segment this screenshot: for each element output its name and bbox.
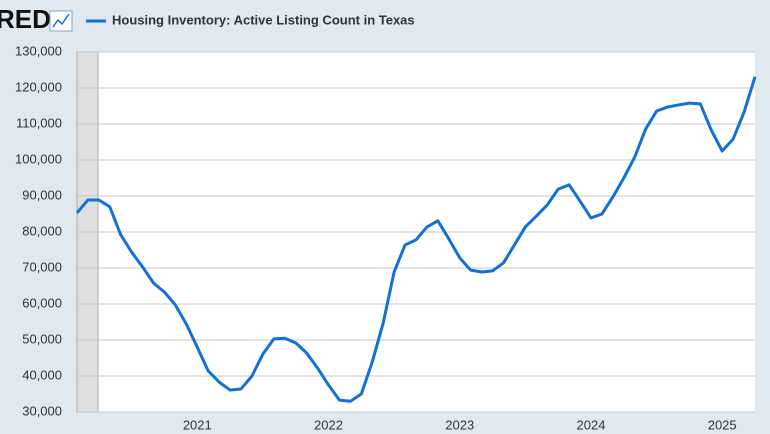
x-tick-label: 2023 xyxy=(445,417,474,432)
logo-icon[interactable] xyxy=(49,10,73,32)
y-tick-label: 100,000 xyxy=(15,151,62,166)
y-tick-label: 70,000 xyxy=(22,259,62,274)
y-tick-label: 80,000 xyxy=(22,223,62,238)
legend-label: Housing Inventory: Active Listing Count … xyxy=(112,12,415,27)
y-tick-label: 120,000 xyxy=(15,79,62,94)
logo: RED xyxy=(0,4,51,34)
y-tick-label: 50,000 xyxy=(22,331,62,346)
y-tick-label: 130,000 xyxy=(15,43,62,58)
y-tick-label: 40,000 xyxy=(22,367,62,382)
x-tick-label: 2024 xyxy=(577,417,606,432)
logo-icon-line xyxy=(52,13,70,28)
y-tick-label: 60,000 xyxy=(22,295,62,310)
data-line xyxy=(75,76,757,403)
x-tick-label: 2025 xyxy=(708,417,737,432)
x-tick-label: 2021 xyxy=(183,417,212,432)
y-tick-label: 90,000 xyxy=(22,187,62,202)
y-tick-label: 30,000 xyxy=(22,403,62,418)
x-tick-label: 2022 xyxy=(314,417,343,432)
y-tick-label: 110,000 xyxy=(16,115,62,130)
